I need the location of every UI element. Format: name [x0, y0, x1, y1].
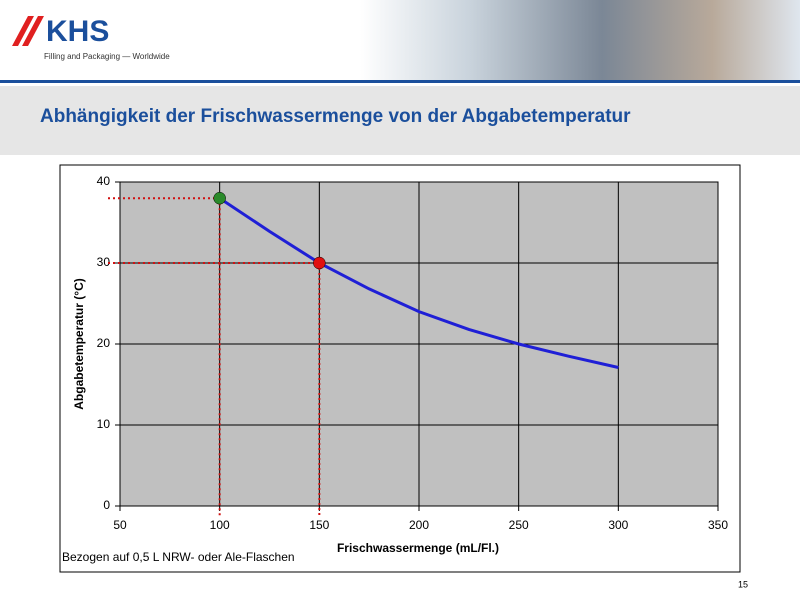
header-rule [0, 80, 800, 83]
x-tick-label: 250 [509, 518, 529, 532]
x-tick-label: 300 [608, 518, 628, 532]
page-number: 15 [738, 579, 748, 589]
x-tick-label: 100 [210, 518, 230, 532]
highlight-point [313, 256, 326, 270]
y-tick-label: 0 [103, 498, 110, 512]
header-photo [360, 0, 800, 80]
x-tick-label: 150 [309, 518, 329, 532]
tagline: Filling and Packaging — Worldwide [44, 52, 170, 61]
annotation: Bezogen auf 0,5 L NRW- oder Ale-Flaschen [62, 550, 295, 564]
logo: KHS [46, 15, 109, 48]
y-tick-label: 40 [97, 174, 111, 188]
x-axis-label: Frischwassermenge (mL/Fl.) [337, 541, 499, 555]
logo-mark [12, 16, 44, 46]
data-line [218, 196, 619, 369]
highlight-point [213, 191, 226, 205]
y-tick-label: 30 [97, 255, 111, 269]
x-tick-label: 50 [113, 518, 127, 532]
y-tick-label: 20 [97, 336, 111, 350]
x-tick-label: 200 [409, 518, 429, 532]
x-tick-label: 350 [708, 518, 728, 532]
slide-title: Abhängigkeit der Frischwassermenge von d… [40, 106, 631, 127]
title-band [0, 86, 800, 155]
y-tick-label: 10 [97, 417, 111, 431]
y-axis-label: Abgabetemperatur (°C) [72, 278, 86, 409]
